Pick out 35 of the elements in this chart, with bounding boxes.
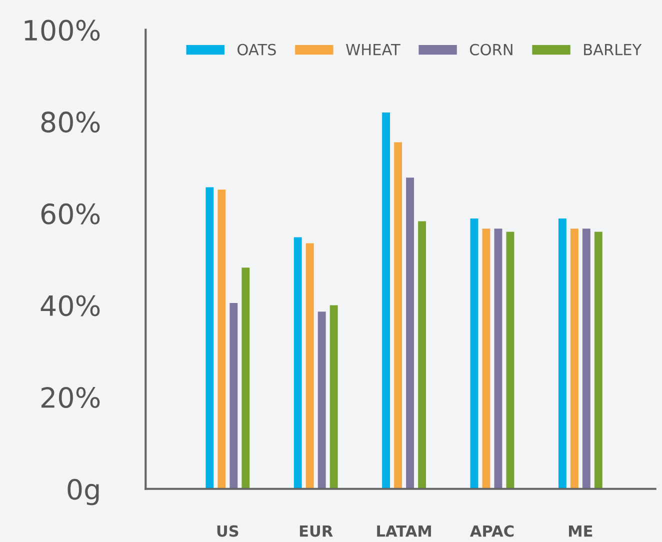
bar bbox=[206, 187, 214, 489]
y-tick-label: 100% bbox=[24, 20, 100, 41]
bar bbox=[506, 232, 514, 489]
legend-label: BARLEY bbox=[584, 44, 642, 56]
legend-label: OATS bbox=[238, 44, 276, 56]
x-tick-label: US bbox=[217, 525, 238, 537]
bar bbox=[558, 218, 566, 489]
x-tick-label: LATAM bbox=[377, 525, 431, 537]
bar bbox=[318, 312, 326, 489]
y-tick-label: 40% bbox=[40, 295, 100, 316]
bar bbox=[482, 228, 490, 489]
legend-label: CORN bbox=[470, 44, 512, 56]
bar bbox=[382, 112, 390, 489]
x-tick-label: ME bbox=[569, 525, 592, 537]
bar bbox=[294, 237, 302, 489]
legend-label: WHEAT bbox=[346, 44, 400, 56]
bar bbox=[218, 190, 226, 489]
bar bbox=[230, 302, 238, 489]
bar bbox=[406, 178, 414, 489]
bar bbox=[306, 243, 314, 489]
y-tick-label: 60% bbox=[41, 203, 100, 224]
y-tick-label: 80% bbox=[41, 112, 100, 133]
bar bbox=[494, 228, 502, 489]
x-tick-label: EUR bbox=[300, 525, 333, 537]
bar bbox=[594, 232, 602, 489]
y-tick-label: 0g bbox=[68, 478, 99, 506]
x-tick-label: APAC bbox=[470, 525, 514, 537]
bar bbox=[570, 228, 578, 489]
bar bbox=[418, 221, 426, 489]
y-tick-label: 20% bbox=[41, 387, 100, 408]
bar bbox=[242, 268, 250, 489]
bar bbox=[470, 218, 478, 489]
bar bbox=[330, 305, 338, 489]
bar bbox=[394, 142, 402, 489]
bar bbox=[582, 228, 590, 489]
